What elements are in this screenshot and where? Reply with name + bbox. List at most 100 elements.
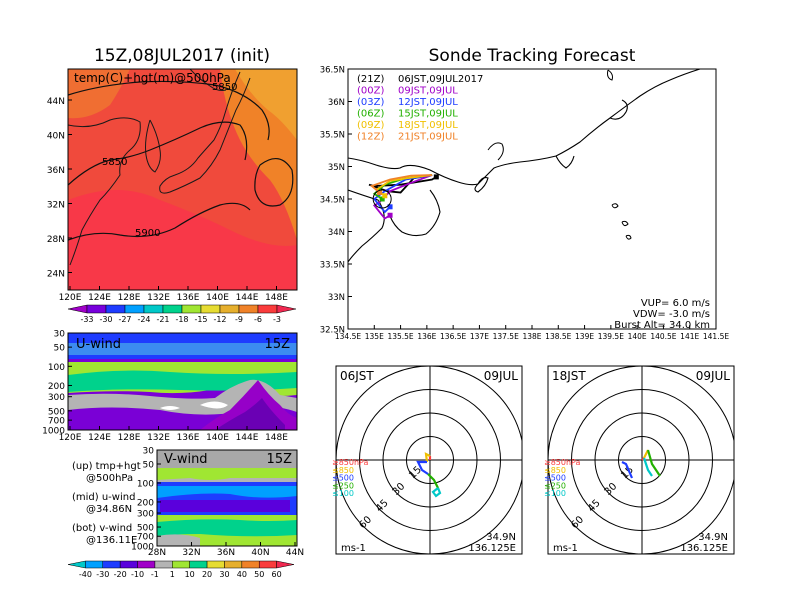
wind-colorbar-label: -20	[114, 570, 127, 579]
track-landing-marker	[377, 190, 383, 195]
wind-colorbar-label: 10	[185, 570, 195, 579]
track-lon-tick-label: 136.5E	[440, 332, 466, 341]
coastline-japan	[159, 71, 251, 194]
track-landing-marker	[379, 196, 385, 202]
wind-colorbar-swatch	[241, 560, 260, 569]
track-lat-tick-label: 35.5N	[320, 131, 345, 141]
izu-island-3	[625, 234, 632, 240]
track-legend-label: 18JST,09JUL	[398, 120, 458, 131]
track-series-line	[372, 174, 433, 220]
track-legend-label: 06JST,09JUL2017	[398, 74, 483, 85]
temp-colorbar-swatch	[143, 304, 164, 314]
wind-colorbar-swatch	[154, 560, 173, 569]
temp-lat-tick-label: 28N	[47, 235, 65, 245]
wind-colorbar-label: 20	[202, 570, 212, 579]
pressure-tick-label: 700	[48, 417, 65, 427]
coastline-boso	[609, 99, 628, 120]
track-info-vdw: VDW= -3.0 m/s	[633, 309, 710, 320]
polar-level-label: ≤850	[332, 466, 354, 475]
temp-lat-tick-label: 36N	[47, 166, 65, 176]
izu-island-1	[611, 203, 619, 209]
wind-colorbar-swatch	[189, 560, 208, 569]
coastline-noto	[487, 142, 504, 161]
track-lon-tick-label: 135E	[365, 332, 384, 341]
temp-lon-tick-label: 128E	[118, 293, 141, 303]
u-lon-tick-label: 148E	[265, 433, 288, 443]
track-landing-marker	[433, 174, 439, 180]
temp-lon-tick-label: 124E	[88, 293, 111, 303]
hodograph-segment	[621, 461, 634, 479]
track-landing-marker	[382, 193, 388, 199]
pressure-tick-label: 300	[48, 393, 65, 403]
wind-colorbar-label: 1	[170, 570, 175, 579]
track-map-background	[348, 69, 716, 329]
pressure-tick-label: 300	[137, 510, 154, 520]
temp-colorbar-swatch	[219, 304, 240, 314]
track-lat-tick-label: 33.5N	[320, 261, 345, 271]
side-notes: (up) tmp+hgt @500hPa (mid) u-wind @34.86…	[72, 461, 141, 546]
track-series-line	[369, 174, 433, 194]
contour-label-5850-north: 5850	[212, 82, 237, 93]
track-legend-label: 21JST,09JUL	[398, 132, 458, 143]
temp-lon-tick-label: 144E	[236, 293, 259, 303]
pressure-tick-label: 1000	[42, 427, 65, 437]
coastline-kii-peninsula	[389, 189, 441, 237]
v-wind-teal-bottom	[157, 519, 297, 537]
height-contour-south	[68, 202, 251, 241]
wind-colorbar-swatch	[206, 560, 225, 569]
wind-colorbar-swatch	[172, 560, 190, 569]
hodograph-segment	[642, 457, 653, 477]
temp-lat-tick-label: 32N	[47, 201, 65, 211]
track-landing-marker	[387, 204, 393, 210]
track-legend-code: (21Z)	[357, 74, 384, 85]
temp-lat-tick-label: 24N	[47, 270, 65, 280]
wind-colorbar-swatch	[224, 560, 243, 569]
temp-colorbar-swatch	[276, 304, 297, 314]
u-lon-tick-label: 128E	[118, 433, 141, 443]
track-legend-code: (03Z)	[357, 97, 384, 108]
wind-colorbar-label: -10	[131, 570, 144, 579]
u-wind-dark-core	[215, 398, 285, 430]
wind-colorbar-swatch	[119, 560, 138, 569]
track-lon-tick-label: 134.5E	[335, 332, 361, 341]
v-lat-tick-label: 40N	[251, 548, 269, 558]
v-lat-tick-label: 36N	[217, 548, 235, 558]
v-wind-upper-green	[157, 468, 297, 480]
v-wind-grey-bottom	[157, 534, 200, 546]
track-lat-tick-label: 32.5N	[320, 326, 345, 336]
temp-colorbar-swatch	[67, 304, 88, 314]
polar-06jst-time: 06JST	[340, 369, 374, 383]
temp-colorbar-label: -9	[235, 315, 243, 324]
wind-colorbar-label: 50	[254, 570, 264, 579]
v-lat-tick-label: 32N	[182, 548, 200, 558]
temp-lon-tick-label: 120E	[59, 293, 82, 303]
pressure-tick-label: 200	[48, 382, 65, 392]
coastline-honshu	[348, 69, 701, 186]
polar-06jst-unit: ms-1	[341, 543, 366, 554]
track-lat-tick-label: 34.5N	[320, 196, 345, 206]
track-lon-tick-label: 139E	[575, 332, 594, 341]
track-lon-tick-label: 137.5E	[493, 332, 519, 341]
polar-level-label: ≤100	[544, 489, 566, 498]
v-lat-tick-label: 44N	[286, 548, 304, 558]
polar-18jst-loc-lon: 136.125E	[680, 543, 728, 554]
coastline-russia	[189, 69, 227, 91]
polar-06jst-date: 09JUL	[484, 369, 519, 383]
temp-colorbar: -33 -30 -27 -24 -21 -18 -15 -12 -9 -6 -3	[67, 304, 297, 324]
temp-colorbar-label: -24	[137, 315, 150, 324]
u-lon-tick-label: 144E	[236, 433, 259, 443]
track-legend-code: (00Z)	[357, 86, 384, 97]
temp-lon-tick-label: 148E	[265, 293, 288, 303]
temp-colorbar-swatch	[200, 304, 221, 314]
side-note-up-level: @500hPa	[86, 473, 133, 484]
coastline-korea	[145, 119, 161, 173]
pressure-tick-label: 500	[48, 407, 65, 417]
temp-map-lon-ticks: 120E 124E 128E 132E 136E 140E 144E 148E	[59, 286, 288, 303]
track-series-line	[373, 174, 433, 214]
wind-colorbar-label: 30	[219, 570, 229, 579]
